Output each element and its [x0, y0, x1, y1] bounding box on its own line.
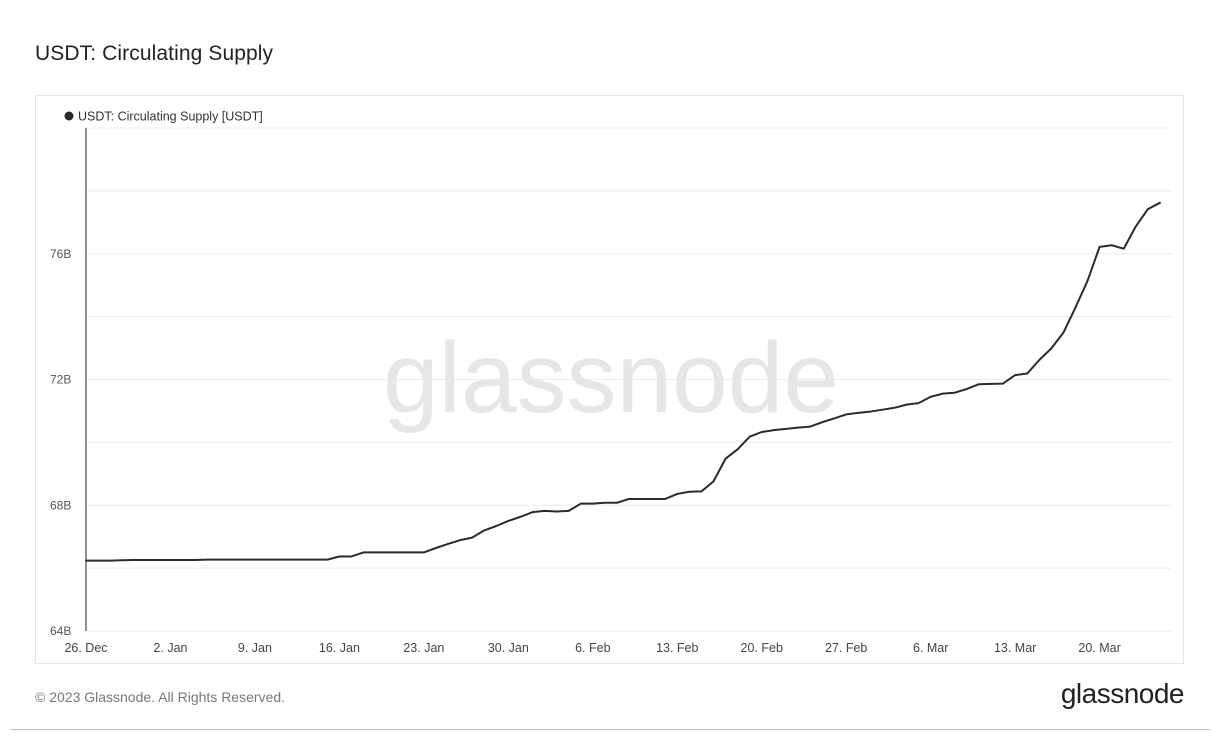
y-axis-ticks: 64B 68B 72B 76B	[50, 247, 71, 638]
gridlines	[86, 127, 1172, 632]
y-tick-label: 72B	[50, 373, 71, 387]
x-tick-label: 20. Feb	[741, 641, 783, 655]
chart-legend[interactable]: USDT: Circulating Supply [USDT]	[64, 110, 263, 124]
x-tick-label: 13. Feb	[656, 641, 698, 655]
x-tick-label: 6. Mar	[913, 641, 948, 655]
x-tick-label: 27. Feb	[825, 641, 867, 655]
line-chart[interactable]: glassnode 64B 68B 72B 76B 26. Dec 2. Jan 9. J…	[36, 96, 1185, 665]
bottom-divider	[10, 729, 1210, 730]
x-tick-label: 26. Dec	[64, 641, 107, 655]
x-tick-label: 6. Feb	[575, 641, 610, 655]
x-tick-label: 13. Mar	[994, 641, 1036, 655]
x-tick-label: 30. Jan	[488, 641, 529, 655]
legend-label: USDT: Circulating Supply [USDT]	[78, 110, 263, 124]
series-line[interactable]	[85, 201, 1161, 562]
x-tick-label: 9. Jan	[238, 641, 272, 655]
x-tick-label: 2. Jan	[153, 641, 187, 655]
page-title: USDT: Circulating Supply	[35, 42, 274, 65]
copyright-text: © 2023 Glassnode. All Rights Reserved.	[35, 689, 286, 705]
x-tick-label: 23. Jan	[403, 641, 444, 655]
chart-panel: glassnode 64B 68B 72B 76B 26. Dec 2. Jan 9. J…	[35, 95, 1184, 664]
x-tick-label: 16. Jan	[319, 641, 360, 655]
legend-marker	[64, 111, 74, 121]
watermark-logo: glassnode	[383, 322, 839, 434]
y-tick-label: 76B	[50, 247, 71, 261]
x-axis-ticks: 26. Dec 2. Jan 9. Jan 16. Jan 23. Jan 30. Jan…	[64, 641, 1120, 655]
series-group	[85, 201, 1161, 562]
y-tick-label: 68B	[50, 498, 71, 512]
y-tick-label: 64B	[50, 624, 71, 638]
x-tick-label: 20. Mar	[1078, 641, 1120, 655]
brand-logo[interactable]: glassnode	[1060, 678, 1185, 709]
